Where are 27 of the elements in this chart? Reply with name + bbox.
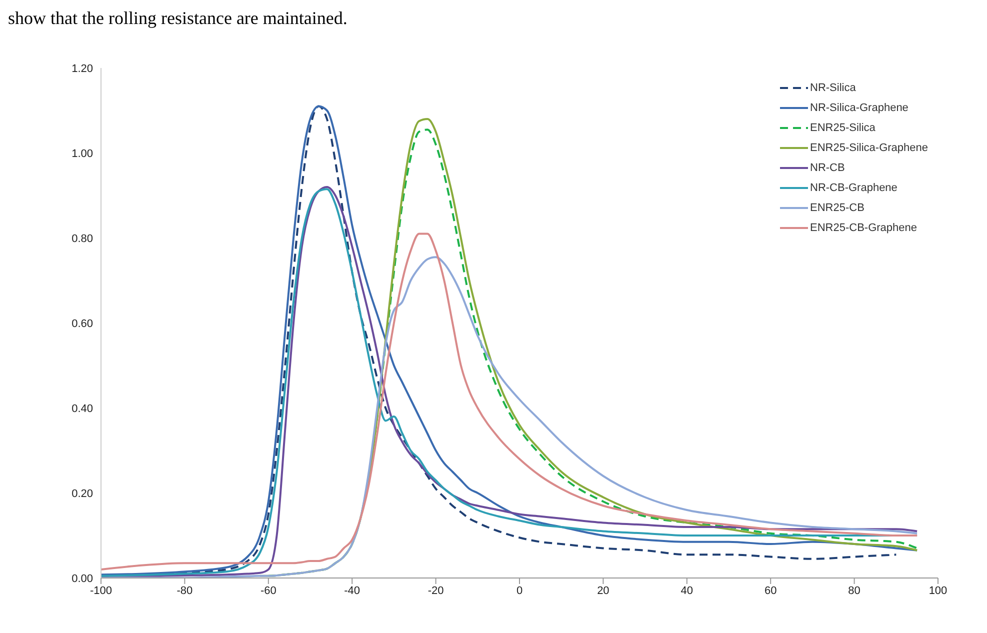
y-tick-label: 0.60 bbox=[72, 318, 93, 330]
x-tick-label: 40 bbox=[680, 584, 694, 597]
x-tick-label: 0 bbox=[516, 584, 523, 597]
x-tick-label: 60 bbox=[764, 584, 777, 597]
x-tick-label: -60 bbox=[260, 584, 276, 597]
legend-label: ENR25-CB bbox=[810, 202, 864, 214]
legend-label: NR-Silica bbox=[810, 82, 856, 94]
y-tick-label: 1.00 bbox=[72, 148, 93, 160]
legend-label: ENR25-Silica-Graphene bbox=[810, 142, 928, 154]
y-tick-label: 0.80 bbox=[72, 232, 93, 245]
legend-label: NR-CB-Graphene bbox=[810, 182, 898, 194]
x-tick-label: 80 bbox=[848, 584, 860, 597]
x-tick-label: 20 bbox=[597, 584, 610, 597]
y-tick-label: 0.20 bbox=[72, 488, 93, 500]
x-tick-label: -80 bbox=[176, 584, 193, 597]
legend-label: NR-CB bbox=[810, 162, 845, 174]
x-tick-label: -20 bbox=[428, 584, 444, 597]
x-tick-label: -40 bbox=[344, 584, 360, 597]
y-tick-label: 0.40 bbox=[72, 402, 93, 415]
y-tick-label: 0.00 bbox=[72, 572, 93, 585]
legend-label: ENR25-Silica bbox=[810, 122, 876, 134]
text: show that the rolling resistance are maintained. bbox=[8, 8, 348, 28]
y-tick-label: 1.20 bbox=[72, 62, 93, 75]
x-tick-label: 100 bbox=[928, 584, 948, 597]
x-tick-label: -100 bbox=[90, 584, 112, 597]
legend-label: ENR25-CB-Graphene bbox=[810, 222, 917, 234]
legend-label: NR-Silica-Graphene bbox=[810, 102, 908, 114]
